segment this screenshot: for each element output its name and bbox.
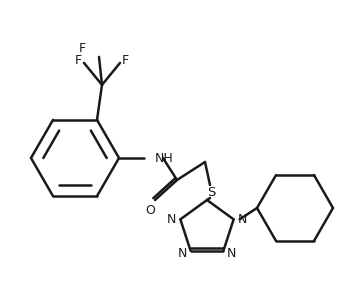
Text: NH: NH xyxy=(155,151,174,165)
Text: N: N xyxy=(227,247,236,260)
Text: F: F xyxy=(121,54,129,67)
Text: S: S xyxy=(207,187,215,200)
Text: N: N xyxy=(238,213,247,226)
Text: F: F xyxy=(75,54,81,67)
Text: O: O xyxy=(145,203,155,217)
Text: N: N xyxy=(178,247,187,260)
Text: F: F xyxy=(79,42,86,56)
Text: N: N xyxy=(167,213,176,226)
